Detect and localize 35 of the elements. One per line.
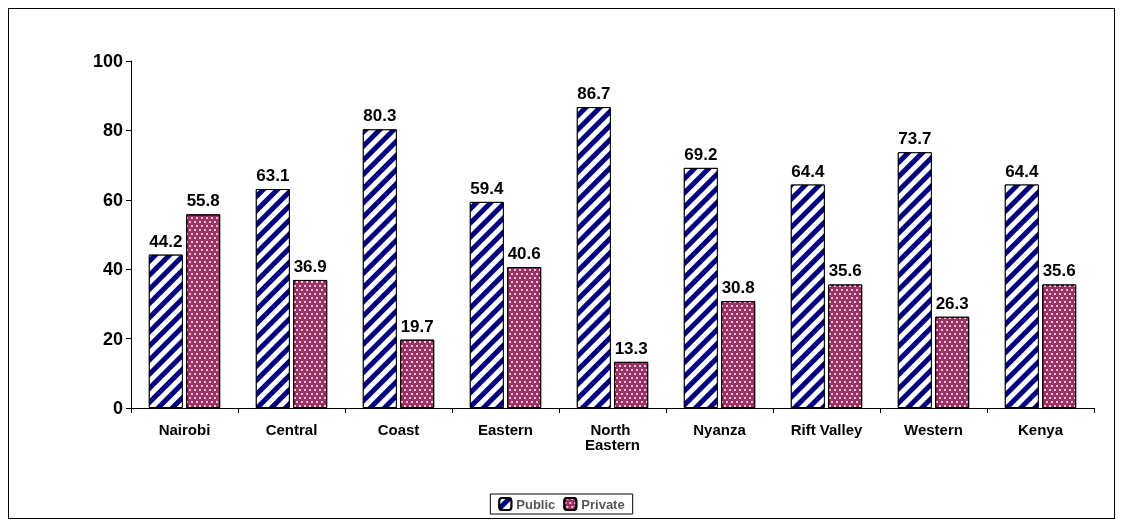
y-tick-label: 60	[102, 189, 123, 210]
y-tick-label: 0	[112, 398, 123, 418]
data-label: 36.9	[293, 256, 327, 276]
x-tick-label: Nyanza	[693, 421, 747, 438]
data-label: 63.1	[256, 166, 290, 186]
x-tick-label: Coast	[377, 421, 420, 438]
legend-label: Private	[581, 496, 625, 512]
x-tick-label: Central	[265, 421, 318, 438]
data-label: 19.7	[400, 316, 434, 336]
x-tick-label: Kenya	[1017, 421, 1064, 438]
data-label: 40.6	[507, 244, 541, 264]
y-tick-label: 20	[102, 328, 123, 349]
x-tick-label: Western	[904, 421, 963, 438]
data-label: 64.4	[791, 161, 825, 181]
y-tick-label: 80	[102, 120, 123, 141]
y-tick-label: 40	[102, 259, 123, 280]
data-label: 13.3	[614, 338, 648, 358]
legend-label: Public	[516, 496, 556, 512]
x-tick-label: North Eastern	[584, 421, 641, 453]
data-label: 69.2	[684, 144, 718, 164]
data-label: 35.6	[1042, 261, 1076, 281]
data-label: 35.6	[828, 261, 862, 281]
data-label: 26.3	[935, 293, 969, 313]
data-label: 86.7	[577, 84, 611, 104]
data-label: 64.4	[1005, 161, 1039, 181]
data-label: 55.8	[186, 191, 220, 211]
x-tick-label: Rift Valley	[790, 421, 863, 438]
data-label: 80.3	[363, 106, 397, 126]
x-tick-label: Nairobi	[158, 421, 211, 438]
data-label: 59.4	[470, 178, 504, 198]
data-label: 44.2	[149, 231, 183, 251]
x-tick-label: Eastern	[477, 421, 534, 438]
data-label: 73.7	[898, 129, 932, 149]
y-tick-label: 100	[92, 51, 123, 71]
data-label: 30.8	[721, 278, 755, 298]
